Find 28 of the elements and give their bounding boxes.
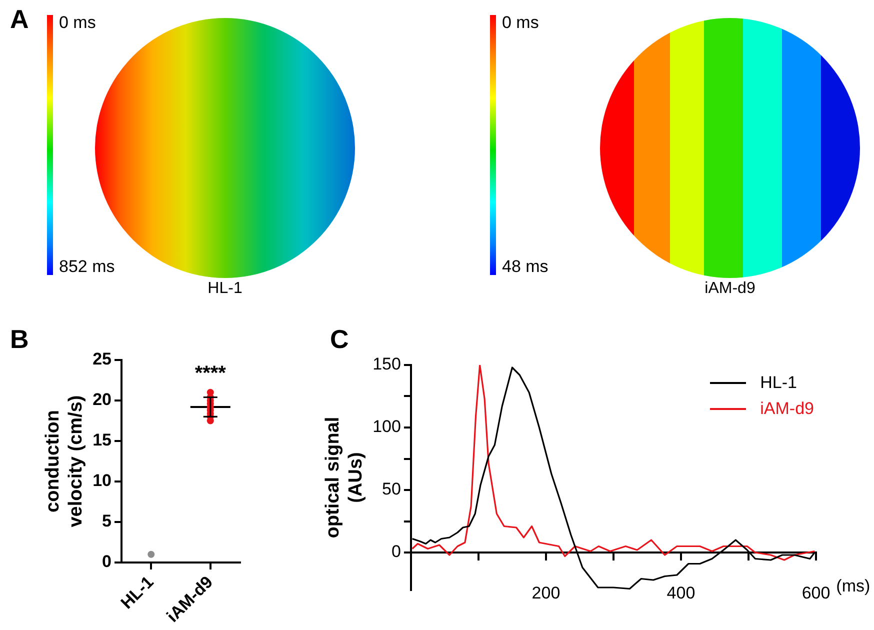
y-axis-title: optical signal (AUs) — [322, 416, 366, 538]
text: 48 ms — [502, 257, 548, 277]
text: 0 ms — [502, 13, 539, 33]
x-tick-label: 400 — [666, 583, 696, 602]
text: A — [10, 4, 29, 35]
text: 852 ms — [59, 257, 115, 277]
text: HL-1 — [206, 280, 244, 298]
text: B — [10, 324, 29, 355]
y-tick-label: 150 — [372, 354, 401, 374]
y-tick-label: 10 — [92, 471, 112, 490]
y-tick-label: 0 — [391, 542, 401, 562]
y-tick-label: 100 — [372, 417, 401, 436]
text: 0 ms — [59, 13, 96, 33]
legend-label: iAM-d9 — [760, 399, 814, 419]
y-tick-label: 50 — [382, 480, 401, 499]
x-tick-label: 200 — [532, 583, 560, 602]
text: iAM-d9 — [704, 280, 756, 298]
x-tick-label: 600 — [802, 583, 830, 602]
text: C — [330, 324, 349, 355]
y-axis-title: conduction velocity (cm/s) — [42, 395, 86, 528]
legend-label: HL-1 — [760, 373, 797, 393]
y-tick-label: 20 — [92, 390, 112, 410]
y-tick-label: 0 — [102, 552, 112, 572]
y-tick-label: 5 — [102, 512, 112, 531]
y-tick-label: 15 — [92, 430, 112, 450]
x-axis-title: (ms) — [836, 576, 870, 596]
annotation: **** — [194, 362, 226, 385]
y-tick-label: 25 — [92, 350, 112, 369]
